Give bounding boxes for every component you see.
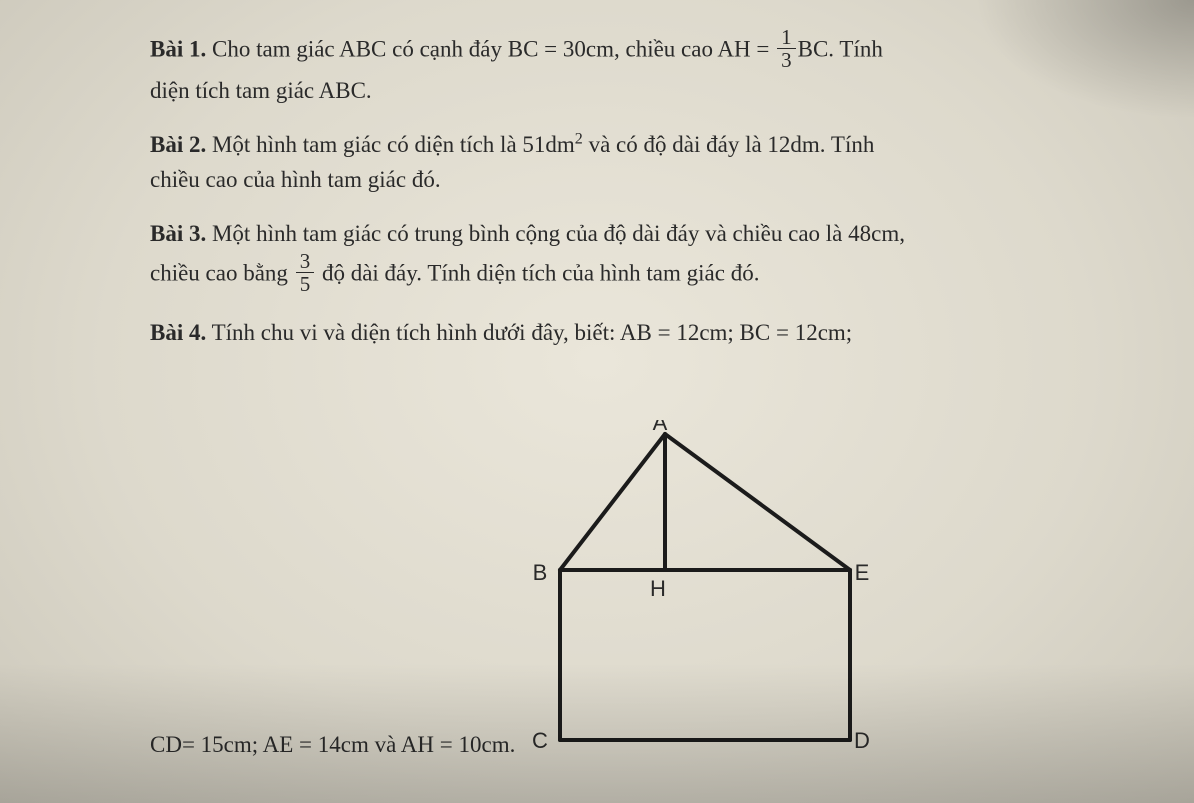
- svg-text:H: H: [650, 576, 666, 601]
- problem-1-text-a: Cho tam giác ABC có cạnh đáy BC = 30cm, …: [212, 36, 775, 61]
- problem-3-line2b: độ dài đáy. Tính diện tích của hình tam …: [316, 260, 759, 285]
- problem-4-caption: CD= 15cm; AE = 14cm và AH = 10cm.: [150, 732, 515, 758]
- problem-2-text-b: và có độ dài đáy là 12dm. Tính: [583, 132, 875, 157]
- problem-4: Bài 4. Tính chu vi và diện tích hình dướ…: [150, 315, 1150, 351]
- fraction-1-3: 1 3: [777, 26, 796, 71]
- problem-3-label: Bài 3.: [150, 221, 206, 246]
- worksheet-page: Bài 1. Cho tam giác ABC có cạnh đáy BC =…: [0, 0, 1194, 803]
- problems-block: Bài 1. Cho tam giác ABC có cạnh đáy BC =…: [150, 28, 1150, 368]
- svg-text:B: B: [533, 560, 548, 585]
- svg-text:E: E: [855, 560, 870, 585]
- fraction-3-5: 3 5: [296, 250, 315, 295]
- problem-2-text-a: Một hình tam giác có diện tích là 51dm: [212, 132, 575, 157]
- figure-area: A B E H C D CD= 15cm; AE = 14cm và AH = 10cm.: [150, 420, 1150, 780]
- problem-3: Bài 3. Một hình tam giác có trung bình c…: [150, 216, 1150, 297]
- fraction-denominator: 5: [296, 273, 315, 295]
- problem-3-line1: Một hình tam giác có trung bình cộng của…: [212, 221, 905, 246]
- svg-text:A: A: [653, 420, 668, 435]
- fraction-numerator: 3: [296, 250, 315, 273]
- problem-2: Bài 2. Một hình tam giác có diện tích là…: [150, 127, 1150, 198]
- problem-4-line1: Tính chu vi và diện tích hình dưới đây, …: [212, 320, 853, 345]
- svg-text:C: C: [532, 728, 548, 753]
- problem-1-text-b: BC. Tính: [798, 36, 883, 61]
- house-diagram: A B E H C D: [450, 420, 920, 760]
- problem-4-label: Bài 4.: [150, 320, 206, 345]
- svg-text:D: D: [854, 728, 870, 753]
- problem-2-line2: chiều cao của hình tam giác đó.: [150, 167, 441, 192]
- fraction-denominator: 3: [777, 49, 796, 71]
- problem-1: Bài 1. Cho tam giác ABC có cạnh đáy BC =…: [150, 28, 1150, 109]
- problem-1-line2: diện tích tam giác ABC.: [150, 78, 372, 103]
- fraction-numerator: 1: [777, 26, 796, 49]
- superscript-2: 2: [575, 130, 583, 147]
- problem-2-label: Bài 2.: [150, 132, 206, 157]
- problem-1-label: Bài 1.: [150, 36, 206, 61]
- problem-3-line2a: chiều cao bằng: [150, 260, 294, 285]
